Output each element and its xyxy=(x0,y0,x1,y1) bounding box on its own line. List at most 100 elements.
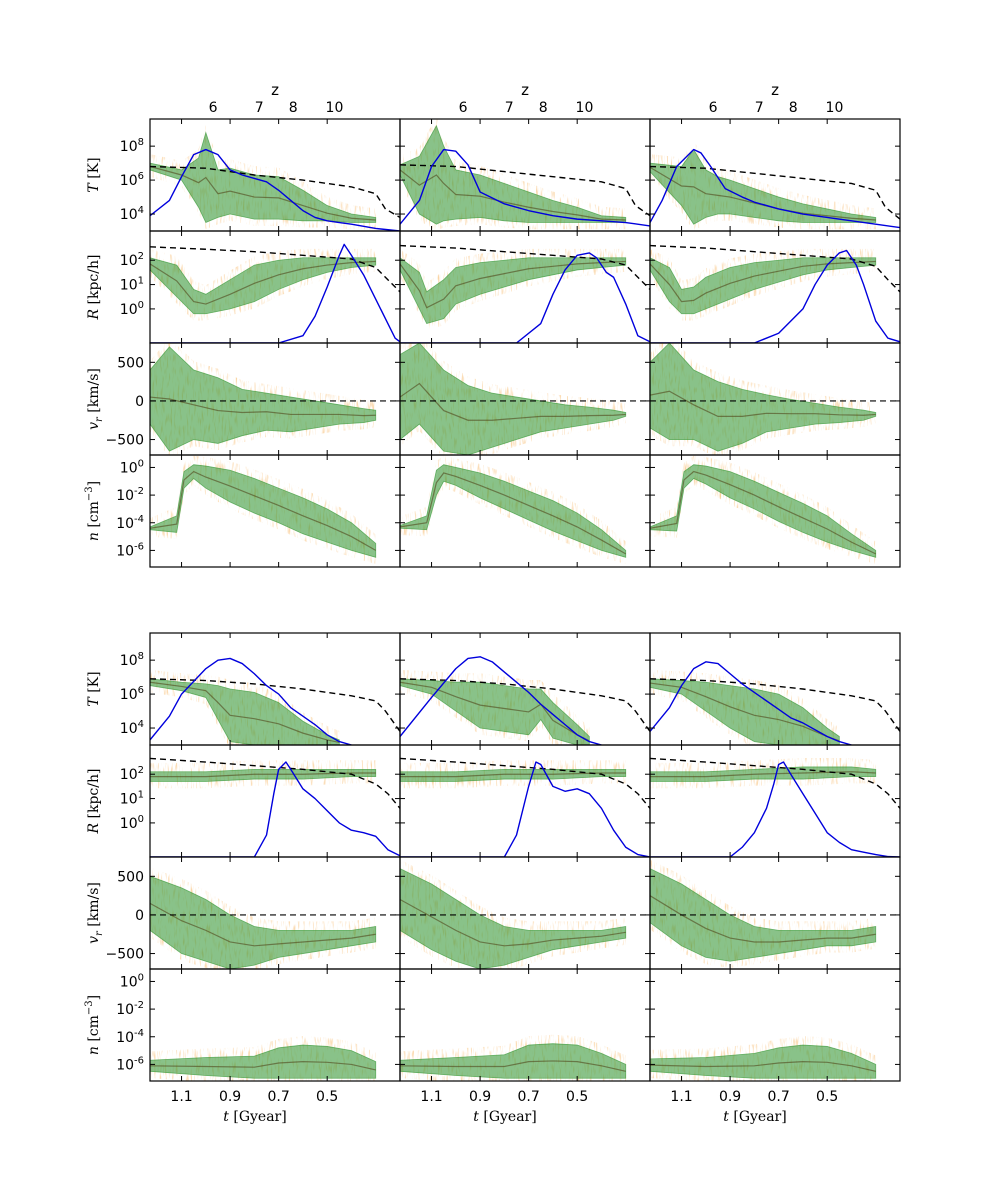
median-track xyxy=(150,772,376,778)
x-axis-label: t [Gyear] xyxy=(723,1109,786,1125)
y-tick-label: 10-2 xyxy=(116,486,144,504)
median-track xyxy=(650,390,876,417)
heatmap-tracks xyxy=(150,760,376,789)
median-track xyxy=(650,470,876,555)
percentile-band xyxy=(400,464,627,558)
virial-dashed-line xyxy=(150,757,400,809)
z-axis-label: z xyxy=(271,81,279,99)
distribution-curve xyxy=(150,657,352,745)
percentile-band xyxy=(150,1044,377,1079)
virial-dashed-line xyxy=(650,757,900,809)
panel-upper-vr-3 xyxy=(649,342,901,456)
panel-lower-vr-3 xyxy=(649,856,901,970)
z-tick-label: 6 xyxy=(709,100,718,116)
virial-dashed-line xyxy=(150,165,400,219)
y-tick-label: 108 xyxy=(120,137,144,155)
distribution-curve xyxy=(150,148,400,231)
z-tick-label: 8 xyxy=(539,100,548,116)
x-tick-label: 0.5 xyxy=(316,1089,338,1105)
y-tick-label: 106 xyxy=(120,171,144,189)
virial-dashed-line xyxy=(400,757,650,809)
percentile-band xyxy=(650,464,877,558)
percentile-band xyxy=(400,257,627,324)
median-track xyxy=(150,902,376,947)
median-track xyxy=(150,681,340,744)
z-tick-label: 6 xyxy=(209,100,218,116)
panel-lower-vr-1: −500 0 500 vr [km/s] xyxy=(86,856,401,970)
percentile-band xyxy=(400,1043,627,1079)
virial-dashed-line xyxy=(400,244,650,290)
median-track xyxy=(400,472,627,555)
z-axis-label: z xyxy=(521,81,529,99)
median-track xyxy=(650,895,876,943)
median-track xyxy=(400,898,626,947)
distribution-curve xyxy=(650,761,900,857)
y-axis-label-vr: vr [km/s] xyxy=(86,882,105,944)
distribution-curve xyxy=(150,761,400,857)
percentile-band xyxy=(650,343,877,452)
distribution-curve xyxy=(650,249,900,343)
y-tick-label: 10-4 xyxy=(116,514,144,532)
median-track xyxy=(400,1060,626,1072)
percentile-band xyxy=(150,131,377,224)
distribution-curve xyxy=(400,656,602,745)
panel-upper-vr-1: −500 0 500 vr [km/s] xyxy=(86,342,401,456)
x-axis-label: t [Gyear] xyxy=(223,1109,286,1125)
distribution-curve xyxy=(650,148,900,229)
panel-upper-T-2 xyxy=(399,118,651,232)
x-tick-label: 1.1 xyxy=(670,1089,692,1105)
y-tick-label: 104 xyxy=(120,719,144,737)
y-tick-label: 0 xyxy=(135,394,144,410)
y-axis-label-n: n [cm−3] xyxy=(84,995,102,1055)
z-tick-label: 6 xyxy=(459,100,468,116)
distribution-curve xyxy=(150,243,400,343)
y-tick-label: 100 xyxy=(120,972,144,990)
panel-lower-R-1: 100 101 102 R [kpc/h] xyxy=(86,744,401,858)
z-tick-label: 10 xyxy=(576,100,594,116)
panel-lower-n-3 xyxy=(649,968,901,1082)
x-tick-label: 0.9 xyxy=(219,1089,241,1105)
y-axis-label-T: T [K] xyxy=(86,671,102,706)
y-tick-label: 10-6 xyxy=(116,541,144,559)
median-track xyxy=(650,682,840,742)
heatmap-texture xyxy=(150,760,376,789)
z-tick-label: 8 xyxy=(289,100,298,116)
y-tick-label: 102 xyxy=(120,765,144,783)
median-track xyxy=(650,166,876,221)
y-tick-label: 101 xyxy=(120,790,144,808)
y-tick-label: 0 xyxy=(135,908,144,924)
panel-lower-vr-2 xyxy=(399,856,651,970)
panel-upper-T-3 xyxy=(649,118,901,232)
panel-upper-vr-2 xyxy=(399,342,651,456)
x-tick-label: 0.5 xyxy=(566,1089,588,1105)
panel-lower-T-2 xyxy=(399,632,651,746)
y-axis-label-R: R [kpc/h] xyxy=(86,769,102,835)
virial-dashed-line xyxy=(150,678,400,732)
y-tick-label: 100 xyxy=(120,458,144,476)
median-track xyxy=(150,1061,376,1071)
distribution-curve xyxy=(650,661,852,745)
z-tick-label: 7 xyxy=(755,100,764,116)
y-tick-label: 102 xyxy=(120,251,144,269)
panel-lower-T-3 xyxy=(649,632,901,746)
panel-upper-R-3 xyxy=(649,230,901,344)
panel-upper-n-1: 10-6 10-4 10-2 100 n [cm−3] xyxy=(84,454,401,568)
y-tick-label: 10-6 xyxy=(116,1055,144,1073)
panel-lower-n-1: 10-6 10-4 10-2 100 n [cm−3] xyxy=(84,968,401,1082)
y-tick-label: 10-2 xyxy=(116,1000,144,1018)
median-track xyxy=(650,260,876,303)
x-tick-label: 0.9 xyxy=(719,1089,741,1105)
z-axis-label: z xyxy=(771,81,779,99)
percentile-band xyxy=(150,257,377,315)
y-tick-label: −500 xyxy=(106,433,144,449)
median-track xyxy=(650,771,876,778)
virial-dashed-line xyxy=(650,678,900,732)
y-tick-label: 500 xyxy=(117,355,144,371)
group-lower: 104 106 108 T [K] 100 101 102 R [kpc/h] −500 0 500… xyxy=(84,632,901,1125)
percentile-band xyxy=(150,346,377,452)
x-tick-label: 0.7 xyxy=(268,1089,290,1105)
median-track xyxy=(400,772,626,778)
